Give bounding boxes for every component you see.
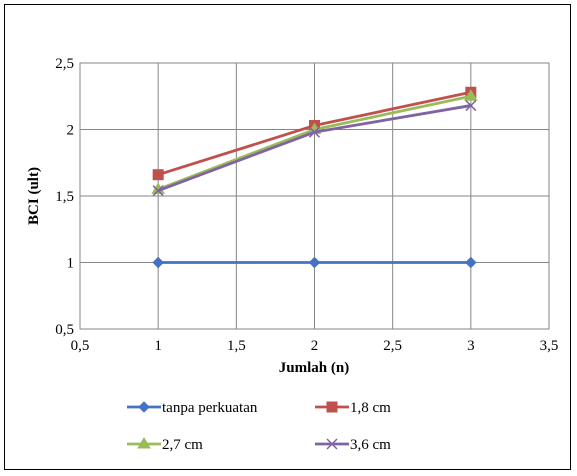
legend-entry: tanpa perkuatan <box>127 400 258 416</box>
data-point-stroke <box>152 185 164 197</box>
data-point <box>308 256 321 269</box>
data-point <box>308 126 321 138</box>
data-point <box>463 89 478 101</box>
x-tick-label: 0,5 <box>71 338 90 354</box>
x-tick-label: 1,5 <box>227 338 246 354</box>
legend-marker <box>326 438 338 450</box>
data-point <box>152 169 164 181</box>
y-tick-label: 2,5 <box>55 56 74 72</box>
series-lines <box>151 86 478 269</box>
legend-label: 2,7 cm <box>162 437 203 453</box>
data-point <box>465 256 477 269</box>
legend-entry: 3,6 cm <box>315 437 391 453</box>
y-tick-label: 0,5 <box>55 322 74 338</box>
legend-marker <box>138 401 150 413</box>
legend-label: tanpa perkuatan <box>162 400 258 416</box>
x-tick-label: 2,5 <box>383 338 402 354</box>
data-point-stroke <box>465 100 477 112</box>
legend-marker <box>326 401 338 413</box>
x-axis-label: Jumlah (n) <box>279 360 349 376</box>
y-tick-label: 1,5 <box>55 189 74 205</box>
legend-label: 3,6 cm <box>350 437 391 453</box>
data-point <box>465 100 477 112</box>
x-tick-label: 3,5 <box>540 338 559 354</box>
data-point-stroke <box>308 126 321 138</box>
legend-entry: 2,7 cm <box>127 437 203 453</box>
legend-entry: 1,8 cm <box>315 400 391 416</box>
x-tick-label: 3 <box>467 338 475 354</box>
data-point <box>152 185 164 197</box>
x-tick-labels: 0,5 1 1,5 2 2,5 3 3,5 <box>71 338 559 354</box>
y-tick-labels: 0,5 1 1,5 2 2,5 <box>55 56 74 338</box>
legend-marker <box>137 437 151 449</box>
y-tick-label: 2 <box>67 123 75 139</box>
x-tick-label: 1 <box>154 338 162 354</box>
legend-label: 1,8 cm <box>350 400 391 416</box>
legend: tanpa perkuatan 1,8 cm 2,7 cm 3,6 cm <box>127 400 391 453</box>
x-tick-label: 2 <box>311 338 319 354</box>
data-point <box>152 256 164 269</box>
y-axis-label: BCI (ult) <box>26 167 42 225</box>
legend-marker-stroke <box>326 438 338 450</box>
y-tick-label: 1 <box>67 256 75 272</box>
